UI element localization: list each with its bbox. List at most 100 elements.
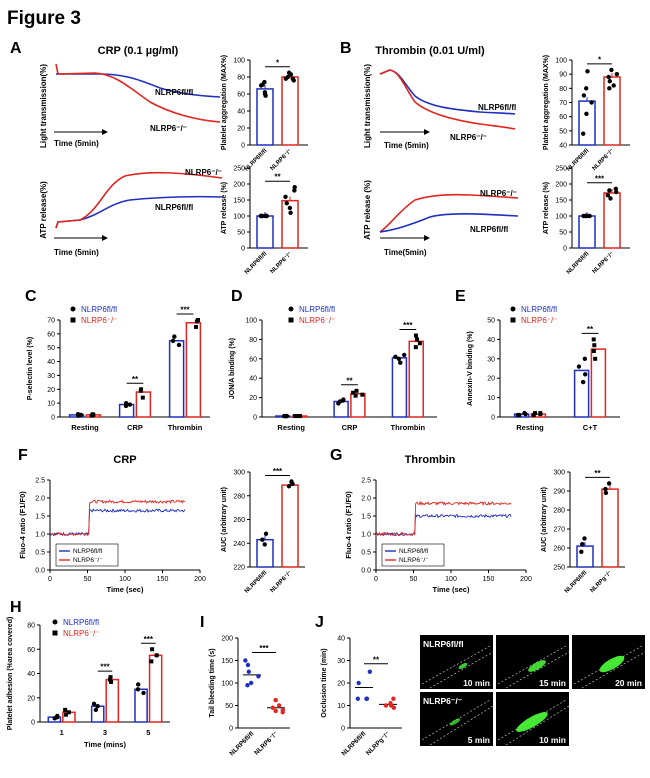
chart-j-xtick-label-0: NLRP6fl/fl [340, 730, 367, 757]
chart-e-g0-1-point-3 [538, 411, 543, 416]
chart-i-g1-point-2 [270, 705, 276, 710]
micro-image-4 [420, 692, 493, 746]
chart-g-trace-legend-box [381, 543, 445, 567]
chart-a-atp-ytick-label-4: 200 [233, 182, 245, 189]
chart-d-g2-1-point-1 [417, 341, 422, 346]
chart-a-agg-xtick-label-0: NLRP6fl/fl [244, 148, 269, 173]
chart-b-agg-ytick-label-3: 70 [559, 100, 567, 107]
panel-b-atp-red-line [379, 193, 519, 233]
chart-e-g1-1-point-3 [591, 337, 596, 342]
chart-e-bar-1-1 [590, 348, 607, 418]
chart-j-g0-point-3 [364, 696, 369, 701]
chart-i-ytick-label-0: 0 [229, 726, 233, 733]
chart-b-atp-g1-point-3 [607, 188, 612, 193]
chart-f-trace-ytick-label-4: 2.0 [35, 496, 45, 503]
chart-f-trace-xtick-label-0: 0 [48, 576, 52, 583]
chart-f-calcium-trace: 0.0 0.5 1.0 1.5 2.0 2.5 0 50 100 150 200 Fluo-4 rat… [18, 478, 206, 595]
chart-c-bar-2-0 [168, 340, 185, 418]
chart-e-bar-1-0 [573, 369, 590, 418]
chart-a-agg-bar-1 [281, 76, 299, 146]
chart-f-trace-xtick-label-3: 150 [157, 576, 169, 583]
chart-g-auc-xtick-label-1: NLRPg⁻/⁻ [589, 570, 613, 594]
chart-a-atp-xtick-label-1: NLRP6⁻/⁻ [270, 251, 294, 275]
chart-b-agg-ytick-label-6: 100 [555, 58, 567, 65]
chart-h-1-sig-label: *** [144, 635, 154, 644]
chart-c-xtick-label-2: Thrombin [168, 423, 203, 432]
chart-e-ylabel: Annexin-V binding (%) [467, 331, 474, 406]
chart-b-agg-g0-point-1 [584, 111, 589, 117]
panel-letter-d: D [231, 288, 243, 305]
panel-b-atp-blue-label: NLRP6fl/fl [470, 225, 508, 234]
chart-a-atp-g0-point-5 [259, 213, 264, 219]
panel-b-trace-blue-label: NLRP6fl/fl [478, 103, 516, 112]
chart-h-g2-0-point-1 [135, 687, 141, 692]
chart-h-g2-0-point-2 [136, 682, 141, 687]
chart-b-agg-g0-point-4 [583, 86, 589, 91]
chart-a-agg-sig-label: * [276, 58, 280, 67]
chart-b-atp-xtick-label-0: NLRP6fl/fl [566, 251, 591, 276]
chart-d-ytick-label-3: 60 [249, 356, 257, 363]
chart-e-g1-1-point-1 [591, 349, 596, 354]
chart-a-atp-ytick-label-5: 250 [233, 166, 245, 173]
panel-letter-c: C [25, 288, 37, 305]
chart-h-bar-2-0 [134, 688, 148, 723]
panel-a-atp-red-label: NLRP6⁻/⁻ [185, 168, 222, 177]
panel-a-trace-xlabel: Time (5min) [54, 139, 99, 148]
chart-g-auc-g1-point-2 [606, 481, 612, 486]
chart-b-atp-g1-point-0 [608, 196, 613, 201]
chart-h-g2-1-point-0 [149, 659, 154, 664]
chart-i-xtick-label-0: NLRP6fl/fl [228, 730, 255, 757]
chart-a-agg-xtick-label-1: NLRP6⁻/⁻ [270, 148, 294, 172]
chart-j-g1-point-4 [383, 703, 389, 708]
chart-g-auc-ylabel: AUC (arbitrary unit) [541, 487, 548, 552]
chart-h-g2-0-point-0 [141, 690, 146, 696]
chart-d-bar-1-1 [350, 392, 366, 418]
chart-j-ylabel: Occlusion time (min) [321, 648, 328, 717]
micro-time-1: 10 min [463, 678, 490, 688]
chart-f-trace-xtick-label-4: 200 [194, 576, 206, 583]
chart-e-annexin: 0 10 20 30 40 50 Annexin-V binding (%) Resting C… [467, 305, 620, 432]
panel-b-title: Thrombin (0.01 U/ml) [375, 45, 485, 57]
chart-i-g0-point-3 [256, 674, 261, 679]
chart-h-ytick-label-3: 60 [27, 647, 35, 654]
panel-b-atp-red-label: NLRP6⁻/⁻ [480, 189, 517, 198]
figure-title: Figure 3 [7, 8, 81, 29]
chart-f-trace-legend-label-0: NLRP6fl/fl [73, 548, 103, 555]
chart-d-legend-label-1: NLRP6⁻/⁻ [299, 316, 335, 325]
chart-i-g1-point-4 [273, 708, 278, 714]
chart-h-ytick-label-1: 20 [27, 695, 35, 702]
chart-a-agg-ylabel: Platelet aggregation (MAX%) [221, 55, 228, 150]
chart-d-g1-1-point-0 [353, 393, 358, 398]
chart-j-occlusion: 0 10 20 30 40 Occlusion time (min) NLRP6fl/flN… [321, 636, 402, 757]
chart-f-auc-xtick-label-0: NLRP6fl/fl [244, 570, 269, 595]
chart-c-g0-0-point-2 [78, 412, 84, 418]
panel-a-trace-red-label: NLRP6⁻/⁻ [150, 124, 187, 133]
panel-a-atp-blue-label: NLRP6fl/fl [155, 203, 193, 212]
chart-i-g1-point-5 [280, 710, 285, 715]
chart-b-atp-g1-point-2 [614, 189, 619, 195]
chart-c-0-sig-label: ** [132, 375, 139, 384]
panel-a-trace-blue-label: NLRP6fl/fl [155, 88, 193, 97]
chart-f-trace-xtick-label-1: 50 [84, 576, 92, 583]
chart-f-auc-g0-point-2 [263, 531, 269, 536]
panel-a-atp-xlabel: Time (5min) [54, 248, 99, 257]
chart-a-agg-ytick-label-4: 80 [237, 75, 245, 82]
chart-h-adhesion: 0 20 40 60 80 Platelet adhesion (%area covere… [7, 617, 170, 749]
panel-b-trace-ylabel: Light transmission(%) [363, 64, 372, 148]
chart-f-auc-ytick-label-4: 300 [233, 470, 245, 477]
chart-a-atp-g1-point-5 [292, 185, 297, 190]
chart-d-xtick-label-0: Resting [277, 423, 305, 432]
chart-a-atp-ytick-label-1: 50 [237, 230, 245, 237]
chart-g-trace-ytick-label-2: 1.0 [361, 532, 371, 539]
chart-f-trace-xtick-label-2: 100 [119, 576, 131, 583]
chart-e-legend-label-0: NLRP6fl/fl [521, 305, 557, 314]
chart-c-ytick-label-6: 60 [47, 331, 55, 338]
chart-e-ytick-label-2: 20 [487, 376, 495, 383]
chart-h-g1-0-point-0 [93, 707, 99, 713]
chart-g-auc-g1-point-0 [603, 490, 609, 496]
chart-b-agg-g0-point-2 [589, 100, 594, 105]
chart-c-legend-label-0: NLRP6fl/fl [81, 305, 117, 314]
chart-h-legend-label-1: NLRP6⁻/⁻ [63, 629, 99, 638]
panel-f-title: CRP [113, 454, 136, 466]
chart-j-xtick-label-1: NLRPg⁻/⁻ [365, 730, 392, 757]
